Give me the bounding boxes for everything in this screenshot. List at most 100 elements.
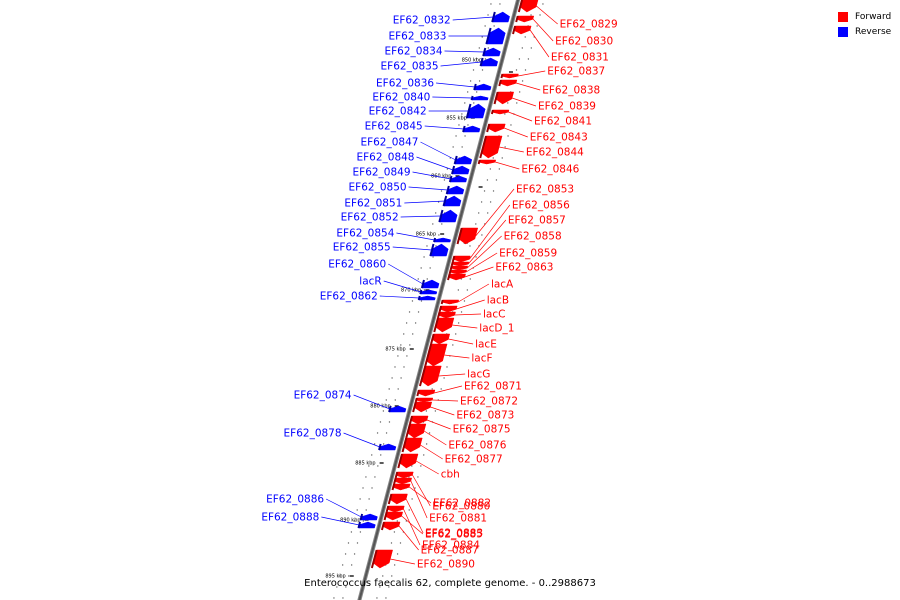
track-dot (461, 146, 463, 148)
leader-line (529, 29, 550, 58)
gene-label: EF62_0829 (560, 19, 618, 31)
track-dot (530, 14, 532, 16)
track-dot (408, 311, 411, 313)
leader-line (456, 299, 485, 310)
track-dot (385, 432, 388, 434)
track-dot (368, 465, 370, 467)
track-dot (521, 80, 524, 82)
track-dot (434, 410, 437, 412)
track-dot (425, 410, 428, 412)
leader-line (398, 525, 419, 551)
gene-label: EF62_0840 (372, 92, 430, 104)
leader-line (467, 219, 507, 265)
gene-arrow (516, 15, 535, 23)
leader-line (415, 460, 439, 475)
leader-line (465, 252, 498, 273)
track-dot (483, 190, 486, 192)
track-dot (467, 124, 469, 126)
track-dot (490, 3, 492, 5)
track-dot (481, 36, 483, 38)
leader-line (409, 486, 432, 504)
gene-arrow-edge (438, 305, 443, 313)
gene-arrow-edge (512, 25, 517, 35)
track-dot (492, 190, 495, 192)
gene-label: cbh (441, 469, 460, 481)
track-dot (408, 509, 410, 511)
gene-arrow-edge (448, 269, 452, 275)
leader-line (321, 516, 360, 526)
gene-label: EF62_0849 (353, 167, 411, 179)
gene-label: lacA (491, 279, 514, 291)
leader-line (400, 215, 441, 218)
track-dot (481, 234, 483, 236)
gene-arrow (385, 511, 404, 521)
gene-arrow (358, 521, 376, 529)
track-dot (374, 476, 376, 478)
legend-forward: Forward (838, 9, 891, 24)
leader-line (452, 16, 494, 21)
gene-arrow (419, 289, 438, 295)
leader-line (466, 235, 502, 269)
track-dot (458, 124, 460, 126)
track-dot (411, 498, 413, 500)
track-dot (373, 443, 376, 445)
tick-label: 880 kbp (370, 404, 390, 410)
track-dot (478, 47, 481, 49)
track-dot (420, 267, 422, 269)
track-dot (420, 465, 422, 467)
gene-arrow (394, 477, 412, 485)
track-dot (425, 443, 428, 445)
track-dot (356, 542, 359, 544)
gene-label: lacF (471, 353, 492, 365)
gene-arrow-edge (391, 483, 396, 491)
gene-arrow (433, 237, 451, 243)
gene-label: EF62_0834 (385, 46, 443, 58)
leader-line (412, 474, 431, 507)
gene-arrow (499, 79, 518, 87)
gene-label: EF62_0846 (521, 164, 579, 176)
track-dot (333, 597, 335, 599)
gene-arrow (471, 95, 489, 101)
leader-line (469, 204, 511, 260)
track-dot (394, 399, 396, 401)
track-dot (388, 421, 391, 423)
gene-arrow-edge (430, 333, 435, 345)
gene-label: EF62_0848 (356, 152, 414, 164)
track-dot (376, 597, 378, 599)
gene-arrow-edge (486, 123, 491, 133)
gene-arrow (396, 471, 414, 479)
track-dot (379, 421, 382, 423)
leader-line (405, 498, 424, 534)
track-dot (362, 520, 364, 522)
track-dot (365, 476, 367, 478)
leader-line (475, 188, 515, 237)
tick-label: 855 kbp (446, 116, 466, 122)
leader-line (412, 171, 451, 180)
track-dot (446, 168, 449, 170)
track-dot (536, 25, 538, 27)
gene-arrow (451, 261, 470, 267)
track-dot (391, 575, 393, 577)
leader-line (440, 61, 482, 67)
gene-labels: EF62_0832 EF62_0833 EF62_0834 EF62_0835 EF62… (261, 5, 618, 571)
track-dot (492, 157, 494, 159)
leader-line (499, 146, 524, 153)
track-dot (371, 454, 373, 456)
track-dot (393, 564, 396, 566)
backbone-line (358, 0, 520, 600)
gene-arrow (387, 505, 405, 513)
track-dot (489, 201, 492, 203)
track-dot (542, 3, 544, 5)
track-dot (348, 575, 350, 577)
track-dot (480, 201, 483, 203)
gene-label: EF62_0837 (547, 66, 605, 78)
gene-arrow-edge (412, 401, 417, 413)
leader-line (379, 295, 420, 299)
track-dot (539, 14, 541, 16)
track-dot (399, 542, 402, 544)
leader-line (464, 266, 494, 278)
legend-reverse-label: Reverse (855, 26, 892, 37)
gene-label: EF62_0832 (393, 15, 451, 27)
track-dot (411, 300, 414, 302)
leader-line (343, 432, 380, 448)
